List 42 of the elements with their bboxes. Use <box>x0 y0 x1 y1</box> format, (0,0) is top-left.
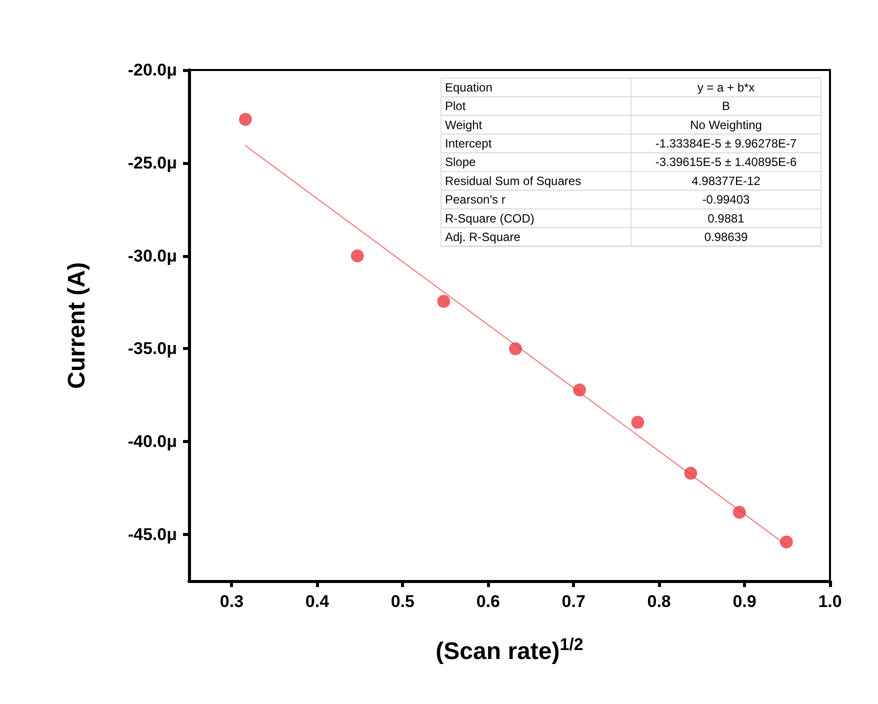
y-tick-label: -30.0μ <box>128 246 177 266</box>
y-tick-label: -40.0μ <box>128 432 177 452</box>
point <box>732 506 746 519</box>
x-tick-label: 0.9 <box>732 592 756 611</box>
x-tick-label: 0.5 <box>390 592 414 611</box>
annotation: Slope <box>445 155 476 170</box>
point <box>573 383 586 396</box>
annotation: B <box>722 99 730 114</box>
annotation: No Weighting <box>690 118 762 132</box>
annotation: 4.98377E-12 <box>692 174 761 188</box>
annotation: Equation <box>445 80 492 94</box>
annotation: 0.98639 <box>704 230 748 244</box>
annotation: Weight <box>445 118 483 132</box>
y-tick-label: -25.0μ <box>128 153 177 172</box>
x-tick-label: 1.0 <box>818 592 842 611</box>
point <box>780 535 793 548</box>
y-tick-label: -45.0μ <box>128 525 177 544</box>
annotation: y = a + b*x <box>697 80 755 94</box>
point <box>350 249 364 262</box>
annotation: Residual Sum of Squares <box>445 174 582 188</box>
point <box>238 112 252 126</box>
annotation: Plot <box>445 99 466 114</box>
point <box>508 342 522 356</box>
annotation: Intercept <box>445 136 492 150</box>
annotation: -0.99403 <box>702 192 750 207</box>
annotation: R-Square (COD) <box>445 211 534 226</box>
x-tick-label: 0.6 <box>476 592 500 611</box>
x-tick-label: 0.4 <box>305 592 330 611</box>
point <box>437 294 450 308</box>
y-tick-label: -20.0μ <box>128 60 177 80</box>
annotation: 0.9881 <box>708 211 745 226</box>
point <box>684 466 698 480</box>
y-tick-label: -35.0μ <box>128 339 177 358</box>
annotation: Adj. R-Square <box>445 230 521 244</box>
x-tick-label: 0.3 <box>220 592 244 611</box>
annotation: -1.33384E-5 ± 9.96278E-7 <box>655 136 797 150</box>
annotation: Pearson's r <box>445 192 506 207</box>
x-tick-label: 0.7 <box>562 592 586 611</box>
y-axis-title: Current (A) <box>64 262 90 389</box>
point <box>631 416 644 429</box>
x-tick-label: 0.8 <box>647 592 671 611</box>
annotation: -3.39615E-5 ± 1.40895E-6 <box>655 155 797 170</box>
